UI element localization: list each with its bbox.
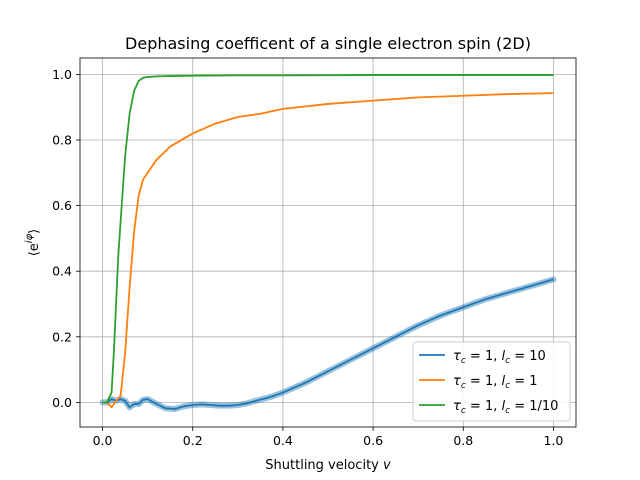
x-tick-label: 0.0 [93,433,113,448]
series-line [102,92,554,409]
x-tick-label: 0.4 [273,433,293,448]
axis-ticks: 0.0 0.2 0.4 0.6 0.8 1.0 0.0 0.2 0.4 0.6 0.8 1.0 [52,67,563,448]
y-tick-label: 0.0 [52,395,72,410]
x-tick-label: 1.0 [544,433,564,448]
x-tick-label: 0.6 [363,433,383,448]
y-tick-label: 0.8 [52,133,72,148]
series-line [102,74,554,404]
x-tick-label: 0.2 [183,433,203,448]
legend-label: τc = 1, lc = 1 [453,374,538,391]
x-axis-label: Shuttling velocity v [265,458,391,473]
y-tick-label: 1.0 [52,67,72,82]
legend-label: τc = 1, lc = 10 [453,349,546,366]
legend-label: τc = 1, lc = 1/10 [453,399,558,416]
plot-frame [79,57,577,428]
y-tick-label: 0.2 [52,329,72,344]
legend-box [412,341,571,422]
y-axis-label: ⟨eiφ⟩ [24,229,42,257]
series-group [99,74,557,412]
series-line [102,278,554,410]
y-tick-label: 0.6 [52,198,72,213]
grid [80,58,576,427]
x-tick-label: 0.8 [453,433,473,448]
chart-title: Dephasing coefficent of a single electro… [125,34,531,53]
y-tick-label: 0.4 [52,264,72,279]
legend: τc = 1, lc = 10 τc = 1, lc = 1 τc = 1, lc … [412,341,571,422]
